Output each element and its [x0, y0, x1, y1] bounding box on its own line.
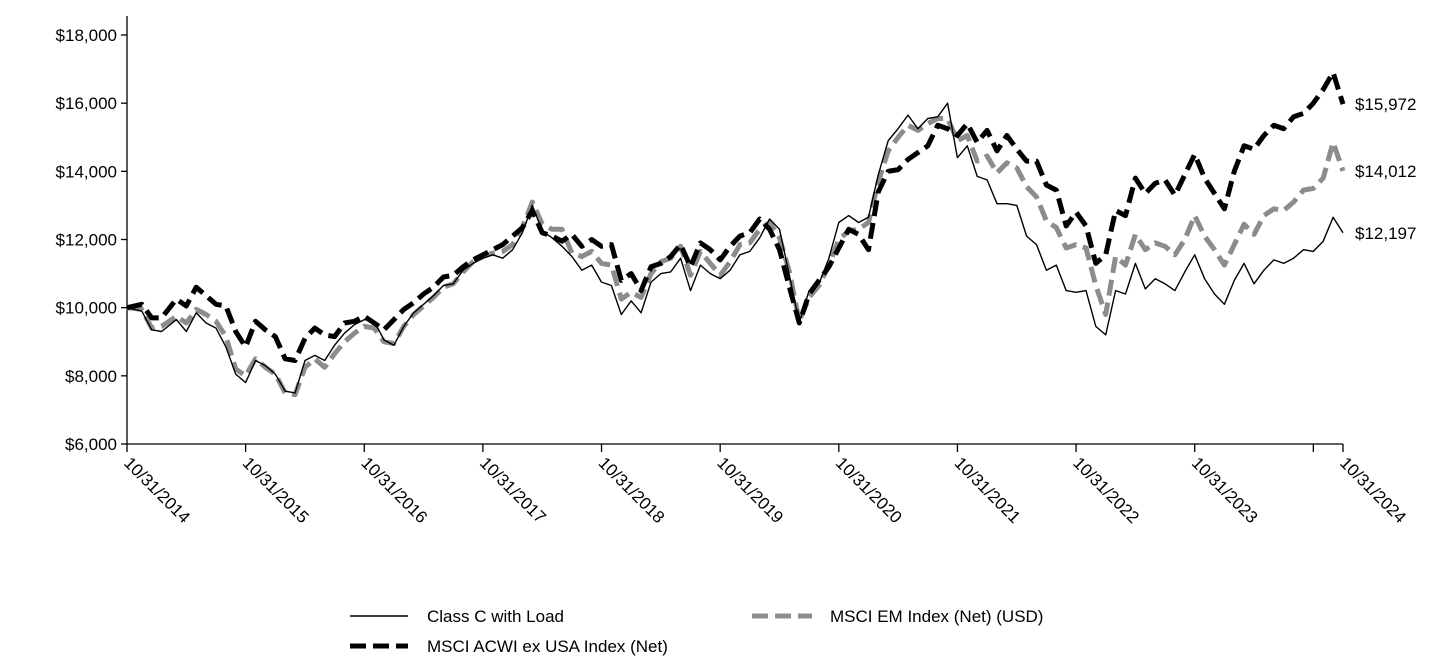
legend-label-msci-em: MSCI EM Index (Net) (USD)	[830, 607, 1043, 626]
end-label-class-c: $12,197	[1355, 224, 1416, 243]
y-tick-label: $18,000	[56, 26, 117, 45]
x-tick-label: 10/31/2016	[357, 453, 431, 527]
x-tick-label: 10/31/2023	[1188, 453, 1262, 527]
x-tick-label: 10/31/2021	[951, 453, 1025, 527]
x-tick-label: 10/31/2015	[239, 453, 313, 527]
legend-label-class-c: Class C with Load	[427, 607, 564, 626]
x-tick-label: 10/31/2020	[832, 453, 906, 527]
x-tick-label: 10/31/2024	[1336, 453, 1410, 527]
y-tick-label: $12,000	[56, 231, 117, 250]
chart-legend: Class C with Load MSCI EM Index (Net) (U…	[350, 607, 1043, 656]
x-tick-label: 10/31/2022	[1069, 453, 1143, 527]
x-tick-label: 10/31/2019	[713, 453, 787, 527]
end-value-labels: $15,972 $14,012 $12,197	[1355, 95, 1416, 243]
x-tick-label: 10/31/2014	[120, 453, 194, 527]
series-line-msci-acwi-ex-usa-index-net	[126, 70, 1346, 363]
series-line-class-c-with-load	[126, 102, 1344, 394]
series-line-msci-em-index-net-usd	[126, 116, 1346, 398]
y-tick-label: $10,000	[56, 299, 117, 318]
y-tick-label: $8,000	[65, 367, 117, 386]
x-tick-label: 10/31/2018	[595, 453, 669, 527]
end-label-em: $14,012	[1355, 162, 1416, 181]
y-tick-label: $14,000	[56, 162, 117, 181]
chart-axes: $6,000 $8,000 $10,000 $12,000 $14,000 $16,000…	[56, 16, 1410, 527]
chart-series	[126, 70, 1346, 398]
x-tick-label: 10/31/2017	[476, 453, 550, 527]
y-tick-label: $6,000	[65, 435, 117, 454]
y-tick-label: $16,000	[56, 94, 117, 113]
legend-label-msci-acwi: MSCI ACWI ex USA Index (Net)	[427, 637, 668, 656]
end-label-acwi: $15,972	[1355, 95, 1416, 114]
